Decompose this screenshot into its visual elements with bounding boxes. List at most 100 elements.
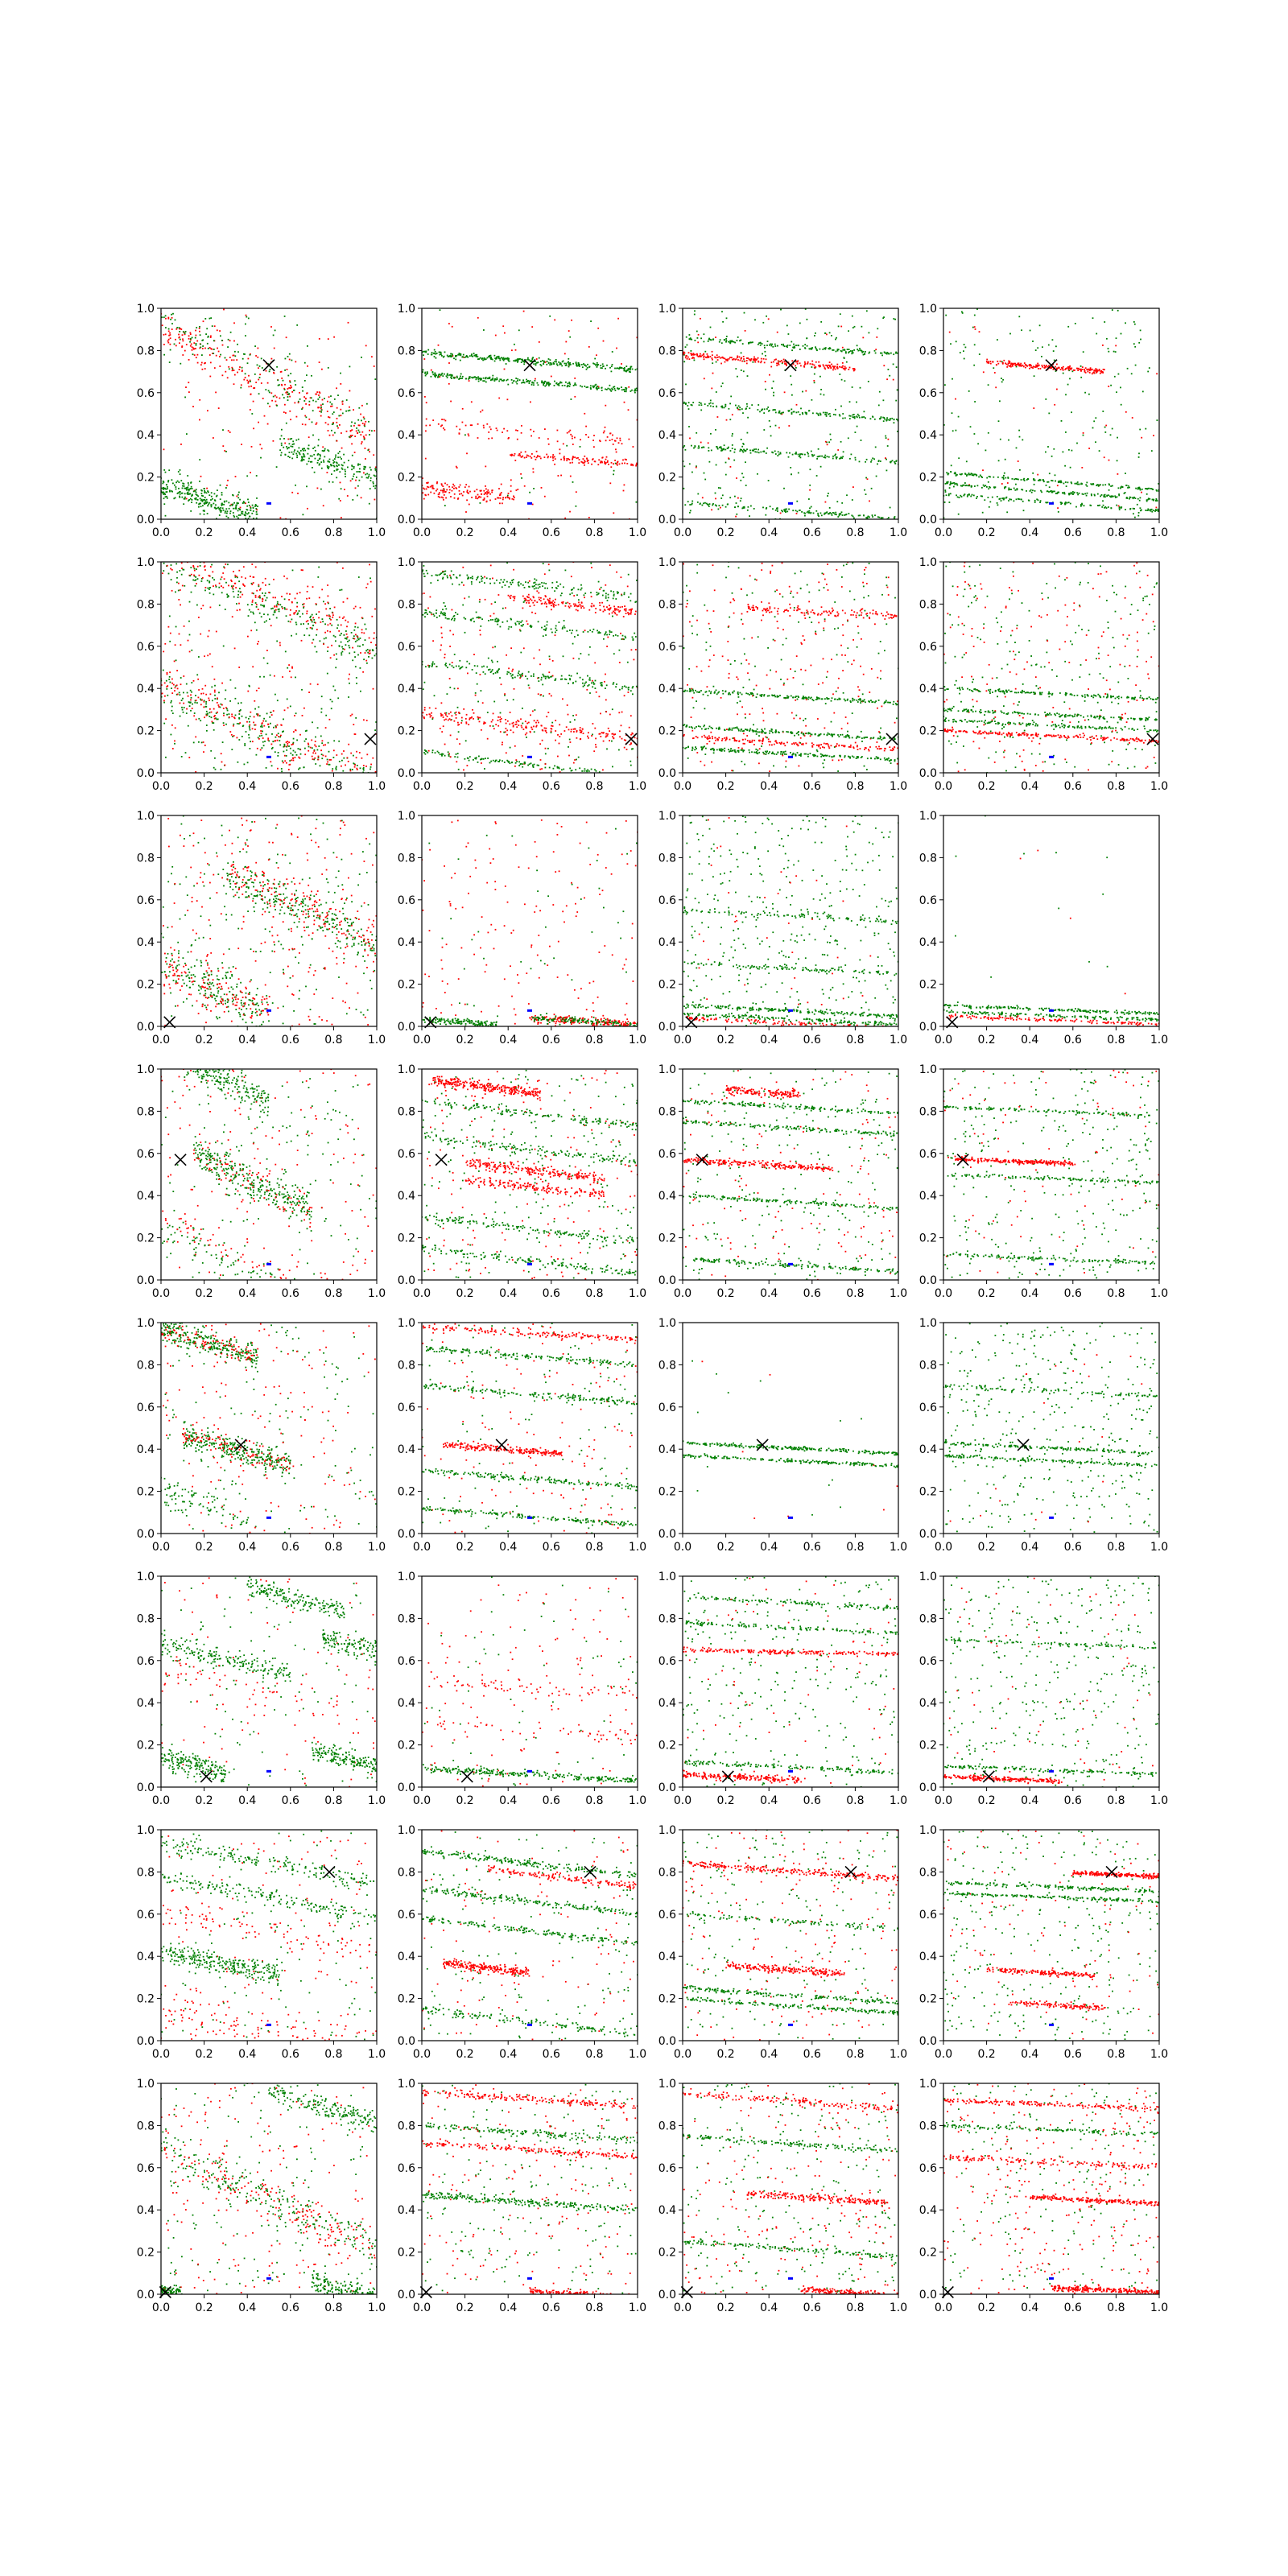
point-red	[767, 318, 770, 320]
point-red	[613, 512, 615, 514]
point-green	[288, 353, 291, 355]
point-green	[307, 448, 309, 450]
point-red	[606, 436, 609, 438]
point-green	[305, 738, 307, 740]
point-red	[696, 353, 698, 356]
point-red	[471, 497, 473, 498]
point-red	[294, 402, 296, 404]
point-green	[621, 367, 623, 369]
point-red	[172, 683, 175, 686]
point-green	[1060, 503, 1063, 506]
point-red	[431, 485, 434, 487]
point-red	[223, 714, 225, 716]
point-red	[619, 437, 621, 440]
point-green	[691, 338, 693, 341]
point-green	[1120, 486, 1122, 489]
point-green	[438, 374, 440, 376]
point-green	[526, 381, 528, 382]
point-red	[451, 325, 453, 328]
point-red	[195, 700, 197, 701]
point-green	[715, 429, 716, 431]
point-red	[753, 358, 756, 361]
point-green	[169, 640, 171, 642]
point-green	[183, 497, 185, 500]
point-red	[683, 353, 684, 356]
point-green	[962, 484, 964, 486]
point-green	[708, 402, 710, 405]
point-red	[441, 419, 443, 420]
point-green	[605, 367, 606, 369]
point-red	[1014, 362, 1017, 365]
point-green	[292, 390, 295, 391]
point-red	[291, 667, 293, 669]
point-green	[319, 396, 320, 398]
point-red	[249, 379, 251, 382]
point-red	[518, 454, 519, 456]
point-green	[795, 452, 797, 455]
point-red	[829, 365, 831, 366]
point-green	[530, 360, 532, 361]
point-red	[201, 699, 203, 701]
point-red	[341, 432, 342, 434]
point-green	[613, 388, 616, 390]
point-green	[258, 735, 261, 737]
point-green	[233, 723, 235, 725]
point-green	[255, 753, 258, 756]
point-red	[222, 708, 225, 709]
point-green	[1104, 431, 1107, 433]
point-green	[1133, 323, 1136, 325]
point-red	[529, 456, 531, 457]
point-green	[422, 369, 424, 371]
point-green	[1038, 324, 1041, 327]
point-green	[234, 576, 237, 578]
point-green	[460, 353, 462, 355]
point-green	[719, 339, 721, 341]
point-red	[320, 404, 322, 407]
point-green	[881, 354, 883, 357]
point-green	[499, 357, 501, 360]
point-green	[725, 336, 728, 337]
point-green	[1152, 489, 1154, 490]
point-red	[769, 374, 770, 376]
point-green	[568, 361, 570, 363]
point-red	[758, 361, 760, 363]
point-green	[303, 380, 306, 382]
point-green	[434, 373, 436, 374]
point-green	[1097, 505, 1099, 506]
point-green	[791, 341, 793, 343]
point-green	[204, 705, 207, 708]
point-green	[258, 706, 260, 708]
point-green	[791, 473, 792, 476]
point-green	[316, 454, 319, 456]
point-green	[358, 471, 360, 473]
point-red	[221, 576, 223, 578]
point-green	[1075, 506, 1077, 508]
point-green	[1037, 499, 1039, 502]
point-red	[241, 370, 243, 373]
point-green	[284, 650, 287, 653]
point-green	[953, 473, 956, 475]
point-green	[997, 460, 1000, 462]
point-green	[850, 453, 852, 456]
point-green	[757, 473, 758, 475]
point-green	[774, 450, 776, 452]
blue-marker-point	[1049, 502, 1054, 505]
point-green	[770, 345, 773, 347]
point-green	[733, 451, 736, 453]
point-red	[1096, 369, 1098, 371]
point-red	[519, 455, 521, 456]
point-red	[489, 428, 492, 431]
point-green	[324, 398, 325, 399]
point-red	[477, 423, 479, 425]
point-green	[715, 361, 717, 363]
point-green	[772, 508, 774, 510]
point-red	[779, 512, 782, 514]
point-green	[963, 357, 965, 360]
point-green	[737, 336, 739, 338]
point-green	[865, 493, 867, 495]
point-green	[189, 497, 192, 500]
point-green	[372, 481, 374, 483]
point-green	[625, 386, 626, 389]
point-green	[184, 487, 186, 489]
point-green	[568, 365, 570, 368]
